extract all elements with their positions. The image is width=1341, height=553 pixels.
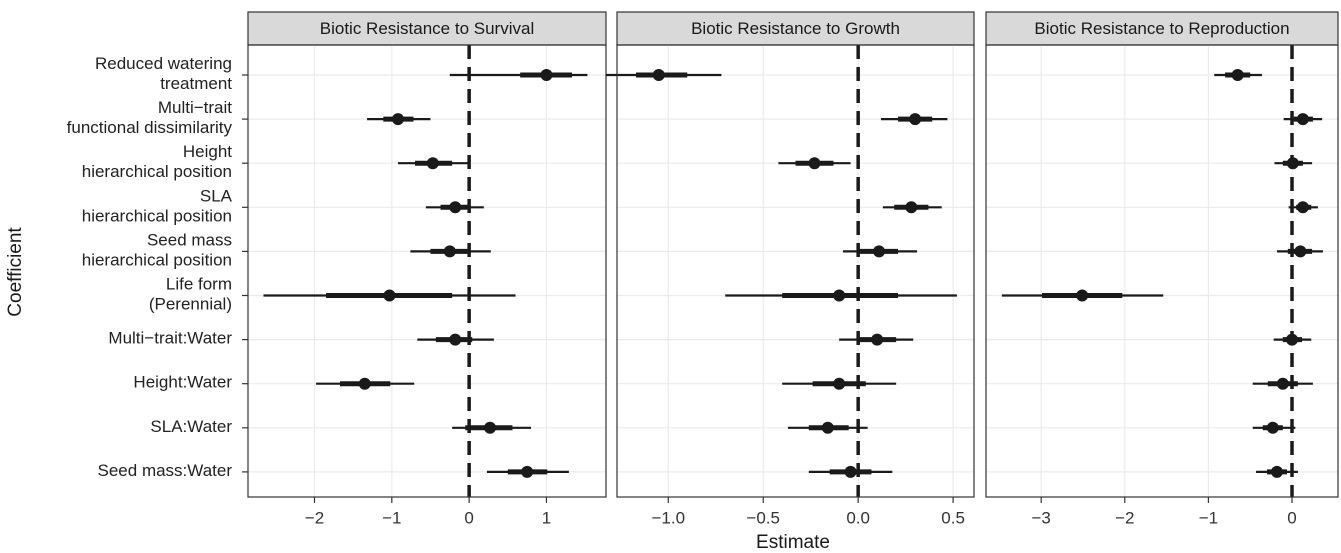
estimate-point xyxy=(484,421,497,434)
strip-title: Biotic Resistance to Reproduction xyxy=(1034,19,1289,38)
estimate-point xyxy=(443,245,456,258)
panel-background xyxy=(986,45,1338,497)
estimate-point xyxy=(1286,333,1299,346)
x-tick-label: −1 xyxy=(1199,508,1218,527)
y-tick-label: Life form (Perennial) xyxy=(149,275,232,314)
estimate-point xyxy=(871,333,884,346)
x-axis-title: Estimate xyxy=(756,532,830,553)
estimate-point xyxy=(426,157,439,170)
y-tick-label: SLA hierarchical position xyxy=(82,187,233,226)
estimate-point xyxy=(383,289,396,302)
y-tick-label: Reduced watering treatment xyxy=(95,54,232,93)
x-tick-label: −0.5 xyxy=(746,508,780,527)
estimate-point xyxy=(540,69,553,81)
strip-title: Biotic Resistance to Growth xyxy=(691,19,900,38)
estimate-point xyxy=(358,377,371,390)
x-tick-label: −2 xyxy=(1115,508,1134,527)
panel-background xyxy=(617,45,974,497)
estimate-point xyxy=(833,377,846,390)
panel-border xyxy=(247,44,607,498)
x-tick-label: 0 xyxy=(1287,508,1296,527)
estimate-point xyxy=(821,421,834,434)
y-tick-label: Multi−trait functional dissimilarity xyxy=(67,99,233,138)
estimate-point xyxy=(449,333,462,346)
y-tick-label: SLA:Water xyxy=(150,417,232,436)
x-tick-label: 0.5 xyxy=(941,508,965,527)
estimate-point xyxy=(1266,421,1279,434)
estimate-point xyxy=(905,201,918,214)
estimate-point xyxy=(1076,289,1089,302)
y-tick-label: Multi−trait:Water xyxy=(108,329,232,348)
panel-border xyxy=(985,44,1339,498)
x-tick-label: −1 xyxy=(382,508,401,527)
y-axis-title: Coefficient xyxy=(5,227,26,317)
strip-background xyxy=(985,11,1339,46)
estimate-point xyxy=(1286,157,1299,170)
estimate-point xyxy=(808,157,821,170)
y-tick-label: Height:Water xyxy=(133,373,232,392)
estimate-point xyxy=(909,113,922,126)
estimate-point xyxy=(833,289,846,302)
estimate-point xyxy=(1270,465,1283,478)
panel-border xyxy=(616,44,975,498)
x-tick-label: −3 xyxy=(1031,508,1050,527)
estimate-point xyxy=(873,245,886,258)
strip-background xyxy=(616,11,975,46)
estimate-point xyxy=(1296,201,1309,214)
x-tick-label: −2 xyxy=(305,508,324,527)
y-tick-label: Seed mass:Water xyxy=(98,461,233,480)
estimate-point xyxy=(1296,113,1309,126)
estimate-point xyxy=(521,465,534,478)
estimate-point xyxy=(449,201,462,214)
estimate-point xyxy=(1294,245,1307,258)
strip-title: Biotic Resistance to Survival xyxy=(320,19,534,38)
estimate-point xyxy=(392,113,405,126)
estimate-point xyxy=(1231,69,1244,81)
y-tick-label: Height hierarchical position xyxy=(82,143,233,182)
estimate-point xyxy=(844,465,857,478)
x-tick-label: −1.0 xyxy=(651,508,685,527)
estimate-point xyxy=(652,69,665,81)
x-tick-label: 0.0 xyxy=(846,508,870,527)
x-tick-label: 0 xyxy=(464,508,473,527)
y-tick-label: Seed mass hierarchical position xyxy=(82,231,232,270)
strip-background xyxy=(247,11,607,46)
panel-background xyxy=(248,45,606,497)
estimate-point xyxy=(1276,377,1289,390)
x-tick-label: 1 xyxy=(542,508,551,527)
